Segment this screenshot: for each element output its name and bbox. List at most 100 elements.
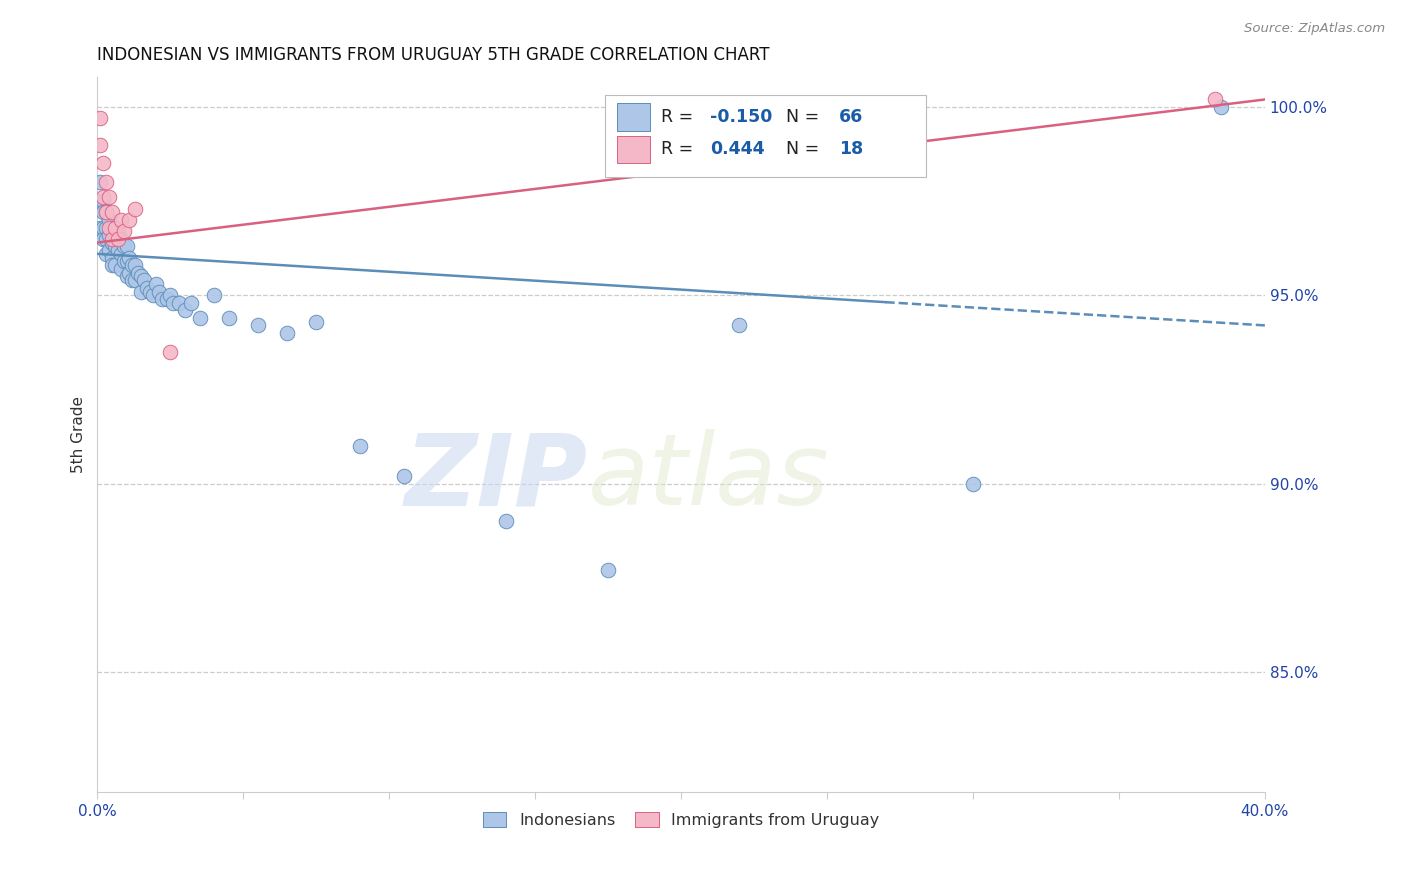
Point [118,266,141,280]
Point [89,112,111,126]
Point [89,194,111,208]
Point [101,258,124,272]
Point [98,243,121,257]
Point [728,318,751,333]
Point [101,251,124,265]
Point [89,220,111,235]
Point [127,266,149,280]
Text: 66: 66 [839,108,863,126]
FancyBboxPatch shape [617,103,650,130]
Point [495,514,517,528]
Point [962,476,984,491]
Text: -0.150: -0.150 [710,108,773,126]
Point [1204,93,1226,107]
Point [91,194,114,208]
Point [98,213,121,227]
Point [91,190,114,204]
Point [129,269,152,284]
Text: ZIP: ZIP [405,429,588,526]
Point [124,258,146,272]
Point [104,227,127,242]
Text: R =: R = [661,108,693,126]
Point [167,295,190,310]
Point [121,273,143,287]
Text: 0.444: 0.444 [710,140,765,158]
Point [598,563,620,577]
Text: N =: N = [786,140,820,158]
Point [1209,100,1232,114]
FancyBboxPatch shape [617,136,650,162]
Point [188,310,211,325]
Point [91,156,114,170]
Point [94,205,117,219]
Point [142,288,165,302]
Point [89,137,111,152]
FancyBboxPatch shape [605,95,927,177]
Point [101,235,124,250]
Point [156,292,179,306]
Point [110,261,132,276]
Point [104,220,127,235]
Point [218,310,240,325]
Point [139,285,162,299]
Text: Source: ZipAtlas.com: Source: ZipAtlas.com [1244,22,1385,36]
Point [349,439,371,453]
Point [94,175,117,189]
Point [91,205,114,219]
Point [305,315,328,329]
Point [98,220,121,235]
Text: N =: N = [786,108,820,126]
Y-axis label: 5th Grade: 5th Grade [72,396,86,473]
Text: INDONESIAN VS IMMIGRANTS FROM URUGUAY 5TH GRADE CORRELATION CHART: INDONESIAN VS IMMIGRANTS FROM URUGUAY 5T… [97,46,770,64]
Point [159,344,181,359]
Point [107,232,129,246]
Point [112,239,135,253]
Point [132,273,155,287]
Point [392,469,415,483]
Text: 18: 18 [839,140,863,158]
Point [112,224,135,238]
Point [110,232,132,246]
Point [104,258,127,272]
Point [180,295,202,310]
Point [101,232,124,246]
Point [107,224,129,238]
Point [94,205,117,219]
Point [89,175,111,189]
Point [91,232,114,246]
Point [246,318,269,333]
Point [162,295,184,310]
Point [115,269,138,284]
Point [107,243,129,257]
Point [110,213,132,227]
Point [94,232,117,246]
Legend: Indonesians, Immigrants from Uruguay: Indonesians, Immigrants from Uruguay [477,805,886,834]
Point [148,285,170,299]
Point [124,202,146,216]
Point [129,285,152,299]
Point [94,220,117,235]
Point [118,213,141,227]
Text: R =: R = [661,140,693,158]
Point [115,239,138,253]
Point [104,239,127,253]
Point [110,247,132,261]
Point [124,273,146,287]
Point [94,247,117,261]
Point [136,281,159,295]
Point [91,220,114,235]
Point [101,205,124,219]
Point [121,258,143,272]
Point [276,326,298,340]
Point [145,277,167,291]
Point [202,288,225,302]
Point [150,292,173,306]
Point [115,254,138,268]
Point [174,303,197,318]
Point [159,288,181,302]
Text: atlas: atlas [588,429,830,526]
Point [112,254,135,268]
Point [118,251,141,265]
Point [98,227,121,242]
Point [98,190,121,204]
